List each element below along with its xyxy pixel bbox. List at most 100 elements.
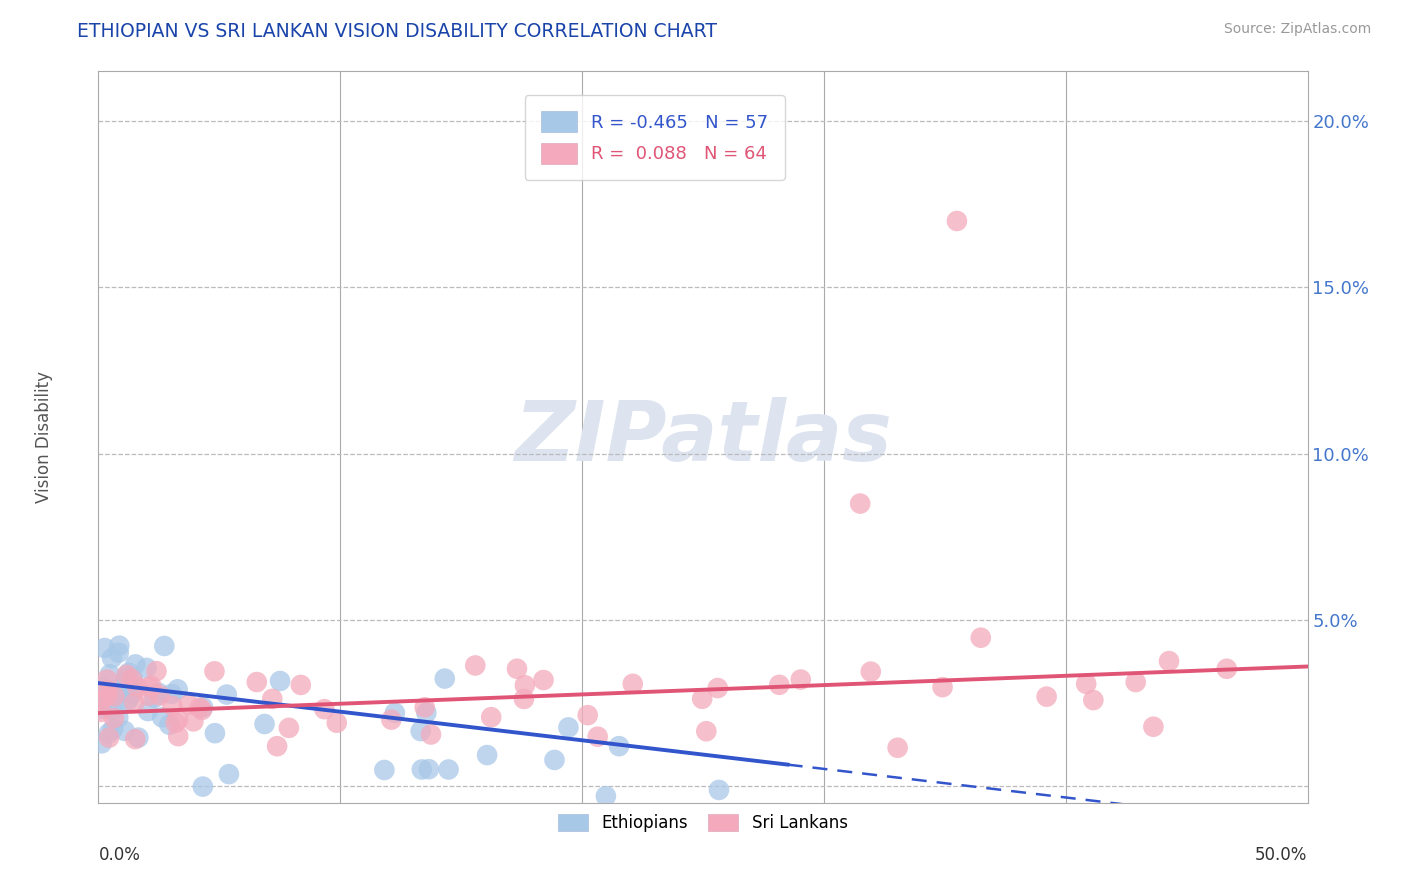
Point (90, 694, 112, 708)
Point (167, 713, 190, 727)
Point (513, 692, 536, 706)
Point (418, 762, 440, 776)
Text: 0.0%: 0.0% (98, 846, 141, 864)
Point (420, 727, 443, 741)
Point (138, 680, 160, 694)
Point (1076, 677, 1098, 691)
Point (135, 661, 157, 675)
Point (931, 680, 953, 694)
Point (90, 702, 112, 716)
Point (97, 726, 120, 740)
Point (506, 662, 529, 676)
Point (93, 640, 115, 655)
Point (115, 668, 138, 682)
Point (415, 706, 437, 720)
Point (153, 639, 176, 653)
Point (1035, 690, 1057, 704)
Point (191, 700, 214, 714)
Point (1216, 662, 1239, 676)
Point (107, 646, 129, 660)
Point (101, 703, 124, 717)
Point (768, 678, 790, 692)
Point (114, 723, 136, 738)
Point (112, 684, 135, 698)
Point (586, 730, 609, 744)
Point (409, 724, 432, 739)
Point (384, 706, 406, 720)
Point (145, 664, 167, 678)
Point (101, 651, 124, 665)
Point (108, 639, 131, 653)
Point (191, 703, 214, 717)
Point (380, 713, 402, 727)
Point (98, 731, 121, 745)
Text: ZIPatlas: ZIPatlas (515, 397, 891, 477)
Point (124, 657, 146, 672)
Point (125, 680, 148, 694)
Point (167, 729, 190, 743)
Point (148, 686, 170, 700)
Point (104, 681, 127, 696)
Point (98, 667, 121, 681)
Point (411, 763, 433, 777)
Point (475, 747, 498, 762)
Point (103, 711, 125, 725)
Point (124, 732, 146, 747)
Point (413, 700, 436, 714)
Point (790, 673, 813, 687)
Point (107, 711, 129, 725)
Point (437, 763, 460, 777)
Point (706, 681, 728, 695)
Point (177, 698, 200, 712)
Point (165, 715, 187, 730)
Text: 50.0%: 50.0% (1256, 846, 1308, 864)
Point (576, 708, 599, 723)
Point (621, 677, 644, 691)
Text: Source: ZipAtlas.com: Source: ZipAtlas.com (1223, 22, 1371, 37)
Point (90, 705, 112, 719)
Point (97, 698, 120, 713)
Point (262, 691, 284, 706)
Point (115, 671, 138, 685)
Point (246, 675, 269, 690)
Point (266, 739, 288, 754)
Point (479, 710, 502, 724)
Point (150, 710, 173, 724)
Point (141, 679, 163, 693)
Point (1083, 693, 1105, 707)
Point (138, 689, 160, 703)
Point (90, 736, 112, 750)
Point (290, 678, 312, 692)
Point (149, 689, 172, 703)
Point (314, 702, 336, 716)
Point (269, 673, 291, 688)
Point (120, 680, 142, 694)
Point (277, 721, 299, 735)
Point (707, 783, 730, 797)
Point (183, 714, 205, 729)
Point (122, 672, 145, 686)
Point (1142, 720, 1164, 734)
Point (121, 672, 143, 686)
Point (464, 658, 486, 673)
Point (127, 731, 149, 745)
Point (204, 726, 226, 740)
Point (124, 696, 146, 710)
Point (543, 753, 565, 767)
Point (253, 717, 276, 731)
Point (607, 739, 630, 754)
Point (557, 720, 579, 734)
Point (218, 767, 240, 781)
Point (162, 698, 184, 713)
Point (970, 631, 993, 645)
Text: ETHIOPIAN VS SRI LANKAN VISION DISABILITY CORRELATION CHART: ETHIOPIAN VS SRI LANKAN VISION DISABILIT… (77, 22, 717, 41)
Point (115, 693, 138, 707)
Point (96, 673, 118, 687)
Point (533, 673, 555, 687)
Point (1157, 654, 1180, 668)
Point (690, 691, 713, 706)
Point (513, 678, 536, 692)
Point (595, 789, 617, 804)
Point (90, 694, 112, 708)
Point (886, 740, 908, 755)
